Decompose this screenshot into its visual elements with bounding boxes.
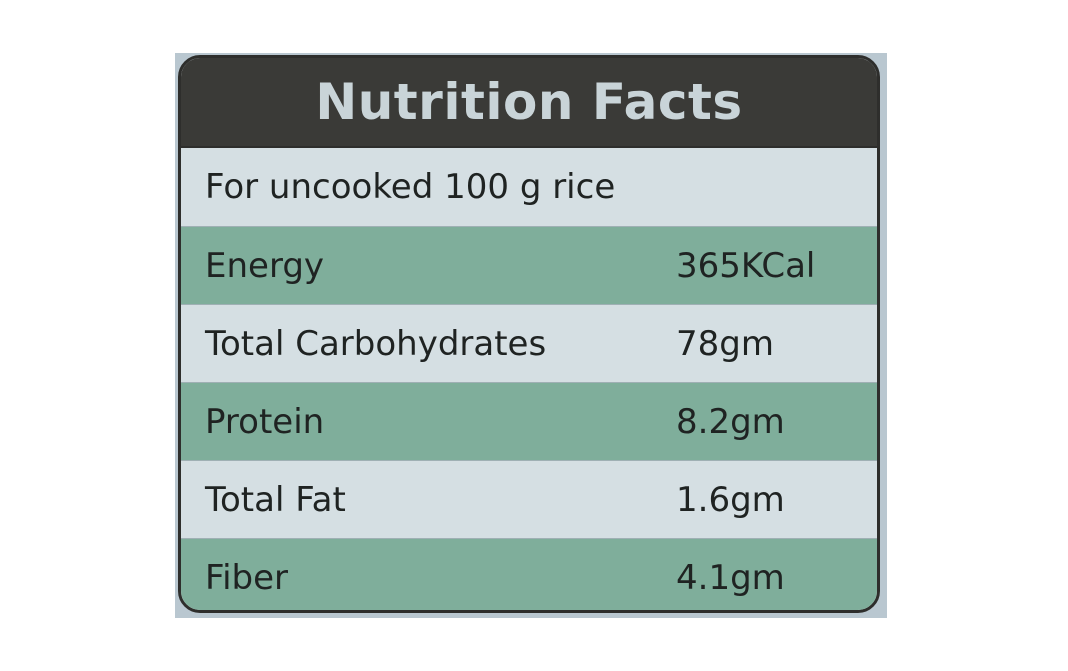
nutrient-value: 1.6gm (676, 479, 785, 520)
nutrient-name: Total Carbohydrates (205, 323, 547, 364)
nutrient-value: 78gm (676, 323, 774, 364)
nutrition-facts-label: Nutrition Facts For uncooked 100 g rice … (178, 55, 880, 613)
nutrient-row-energy: Energy 365KCal (181, 226, 877, 304)
nutrient-row-protein: Protein 8.2gm (181, 382, 877, 460)
nutrient-value: 365KCal (676, 245, 816, 286)
nutrient-value: 8.2gm (676, 401, 785, 442)
nutrition-title: Nutrition Facts (315, 73, 743, 131)
nutrient-row-fiber: Fiber 4.1gm (181, 538, 877, 610)
nutrient-value: 4.1gm (676, 557, 785, 598)
serving-text: For uncooked 100 g rice (205, 167, 616, 207)
serving-row: For uncooked 100 g rice (181, 146, 877, 226)
nutrient-name: Protein (205, 401, 325, 442)
nutrient-row-total-fat: Total Fat 1.6gm (181, 460, 877, 538)
nutrition-header: Nutrition Facts (181, 58, 877, 146)
nutrient-name: Total Fat (205, 479, 346, 520)
product-photo: Nutrition Facts For uncooked 100 g rice … (175, 53, 887, 618)
nutrient-row-carbohydrates: Total Carbohydrates 78gm (181, 304, 877, 382)
nutrient-name: Energy (205, 245, 325, 286)
nutrient-name: Fiber (205, 557, 289, 598)
